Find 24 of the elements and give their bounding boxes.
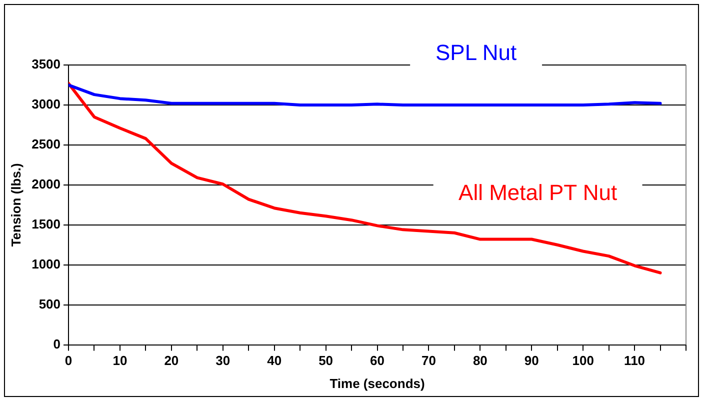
x-tick-label: 70 bbox=[421, 353, 436, 368]
x-tick-label: 60 bbox=[370, 353, 384, 368]
x-tick-label: 80 bbox=[472, 353, 488, 368]
y-tick-label: 1500 bbox=[32, 216, 61, 232]
x-tick-label: 90 bbox=[524, 353, 539, 368]
x-tick-label: 100 bbox=[572, 353, 594, 368]
x-tick-label: 40 bbox=[267, 353, 282, 368]
x-tick-label: 10 bbox=[112, 353, 128, 368]
y-tick-label: 500 bbox=[38, 296, 61, 312]
x-tick-label: 20 bbox=[164, 353, 179, 368]
x-axis-title: Time (seconds) bbox=[330, 376, 425, 391]
y-tick-label: 3500 bbox=[32, 56, 61, 72]
x-tick-label: 30 bbox=[216, 353, 230, 368]
series-label: All Metal PT Nut bbox=[458, 180, 618, 205]
x-tick-label: 110 bbox=[624, 353, 646, 368]
y-tick-label: 0 bbox=[53, 336, 61, 352]
y-axis-title: Tension (lbs.) bbox=[8, 163, 24, 247]
y-tick-label: 2500 bbox=[32, 136, 61, 152]
y-tick-label: 1000 bbox=[32, 256, 61, 272]
x-tick-label: 50 bbox=[318, 353, 334, 368]
y-tick-label: 2000 bbox=[32, 176, 61, 192]
x-tick-label: 0 bbox=[64, 353, 72, 368]
y-tick-label: 3000 bbox=[32, 96, 61, 112]
series-label: SPL Nut bbox=[435, 40, 517, 65]
